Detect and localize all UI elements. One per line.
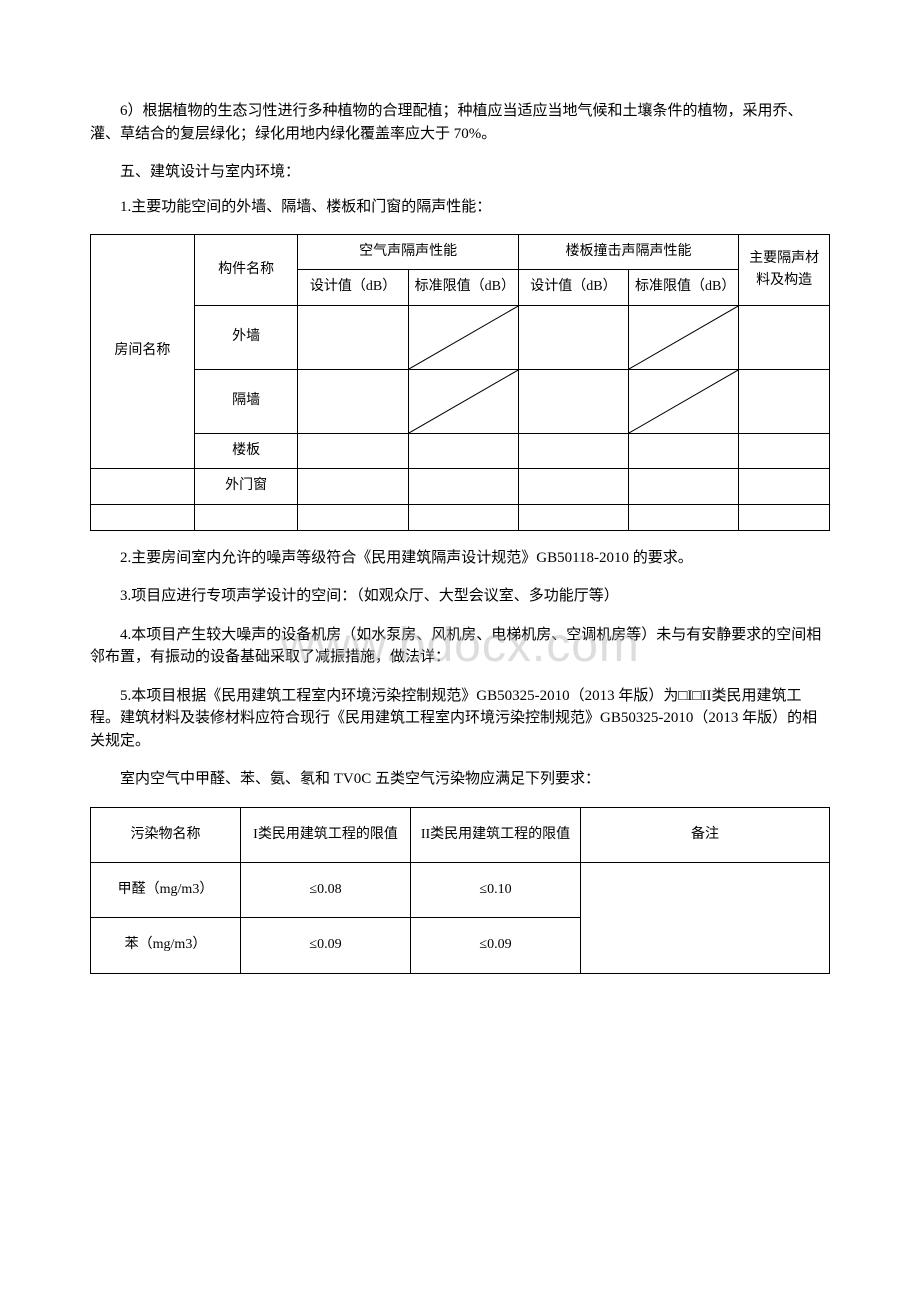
cell-empty xyxy=(739,305,830,369)
cell-empty xyxy=(194,504,298,530)
cell-remarks xyxy=(581,862,830,973)
cell-empty xyxy=(518,369,628,433)
col-group-air: 空气声隔声性能 xyxy=(298,235,518,270)
paragraph-pollution-standard: 5.本项目根据《民用建筑工程室内环境污染控制规范》GB50325-2010（20… xyxy=(90,685,830,753)
cell-limit-2: ≤0.10 xyxy=(411,862,581,917)
table-row: 外墙 xyxy=(91,305,830,369)
col-impact-design: 设计值（dB） xyxy=(518,270,628,305)
cell-limit-1: ≤0.09 xyxy=(241,918,411,973)
table-row: 外门窗 xyxy=(91,469,830,504)
paragraph-item-6: 6）根据植物的生态习性进行多种植物的合理配植；种植应当适应当地气候和土壤条件的植… xyxy=(90,100,830,145)
table-row: 隔墙 xyxy=(91,369,830,433)
paragraph-equipment-room: 4.本项目产生较大噪声的设备机房（如水泵房、风机房、电梯机房、空调机房等）未与有… xyxy=(90,624,830,669)
section-heading-5: 五、建筑设计与室内环境： xyxy=(90,161,830,184)
cell-empty xyxy=(298,504,408,530)
table-row xyxy=(91,504,830,530)
cell-pollutant-name: 甲醛（mg/m3） xyxy=(91,862,241,917)
table-header-row: 污染物名称 I类民用建筑工程的限值 II类民用建筑工程的限值 备注 xyxy=(91,807,830,862)
row-label-wall-partition: 隔墙 xyxy=(194,369,298,433)
cell-empty xyxy=(518,305,628,369)
col-materials: 主要隔声材料及构造 xyxy=(739,235,830,306)
pollutant-table: 污染物名称 I类民用建筑工程的限值 II类民用建筑工程的限值 备注 甲醛（mg/… xyxy=(90,807,830,974)
cell-empty xyxy=(408,469,518,504)
cell-empty xyxy=(739,433,830,468)
row-label-door-window: 外门窗 xyxy=(194,469,298,504)
cell-slash xyxy=(408,369,518,433)
paragraph-pollutant-intro: 室内空气中甲醛、苯、氨、氡和 TV0C 五类空气污染物应满足下列要求： xyxy=(90,768,830,791)
cell-empty xyxy=(298,433,408,468)
cell-empty xyxy=(629,469,739,504)
cell-empty xyxy=(298,369,408,433)
row-header-room: 房间名称 xyxy=(91,235,195,469)
row-label-floor: 楼板 xyxy=(194,433,298,468)
cell-empty xyxy=(408,433,518,468)
cell-empty xyxy=(91,504,195,530)
cell-empty xyxy=(518,469,628,504)
table-row: 甲醛（mg/m3） ≤0.08 ≤0.10 xyxy=(91,862,830,917)
cell-empty xyxy=(91,469,195,504)
paragraph-acoustic-intro: 1.主要功能空间的外墙、隔墙、楼板和门窗的隔声性能： xyxy=(90,196,830,219)
col-pollutant-name: 污染物名称 xyxy=(91,807,241,862)
table-row: 楼板 xyxy=(91,433,830,468)
cell-empty xyxy=(629,504,739,530)
col-air-standard: 标准限值（dB） xyxy=(408,270,518,305)
cell-slash xyxy=(629,305,739,369)
col-remarks: 备注 xyxy=(581,807,830,862)
cell-slash xyxy=(629,369,739,433)
acoustic-table: 房间名称 构件名称 空气声隔声性能 楼板撞击声隔声性能 主要隔声材料及构造 设计… xyxy=(90,234,830,531)
cell-pollutant-name: 苯（mg/m3） xyxy=(91,918,241,973)
paragraph-acoustic-design: 3.项目应进行专项声学设计的空间：（如观众厅、大型会议室、多功能厅等） xyxy=(90,585,830,608)
cell-empty xyxy=(518,504,628,530)
cell-empty xyxy=(739,469,830,504)
paragraph-noise-level: 2.主要房间室内允许的噪声等级符合《民用建筑隔声设计规范》GB50118-201… xyxy=(90,547,830,570)
col-group-impact: 楼板撞击声隔声性能 xyxy=(518,235,738,270)
cell-slash xyxy=(408,305,518,369)
col-component: 构件名称 xyxy=(194,235,298,306)
col-air-design: 设计值（dB） xyxy=(298,270,408,305)
cell-empty xyxy=(739,369,830,433)
col-type-1-limit: I类民用建筑工程的限值 xyxy=(241,807,411,862)
table-header-row-1: 房间名称 构件名称 空气声隔声性能 楼板撞击声隔声性能 主要隔声材料及构造 xyxy=(91,235,830,270)
cell-limit-1: ≤0.08 xyxy=(241,862,411,917)
cell-empty xyxy=(739,504,830,530)
cell-empty xyxy=(518,433,628,468)
col-type-2-limit: II类民用建筑工程的限值 xyxy=(411,807,581,862)
cell-limit-2: ≤0.09 xyxy=(411,918,581,973)
cell-empty xyxy=(629,433,739,468)
cell-empty xyxy=(408,504,518,530)
cell-empty xyxy=(298,305,408,369)
col-impact-standard: 标准限值（dB） xyxy=(629,270,739,305)
row-label-wall-outer: 外墙 xyxy=(194,305,298,369)
cell-empty xyxy=(298,469,408,504)
